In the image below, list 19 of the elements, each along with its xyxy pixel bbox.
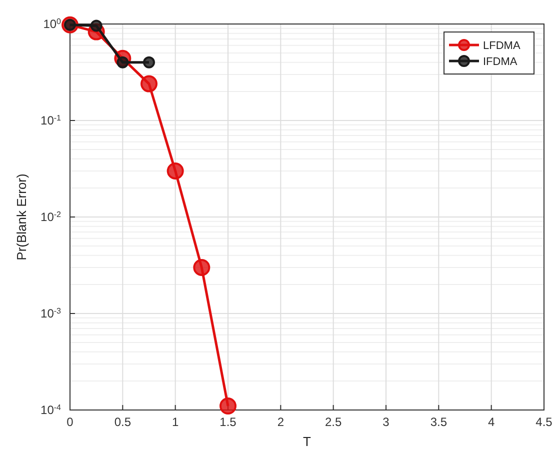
x-tick-label: 4: [488, 415, 495, 429]
x-axis-title: T: [303, 434, 312, 449]
x-tick-label: 1.5: [220, 415, 237, 429]
x-tick-label: 0.5: [114, 415, 132, 429]
legend-label: IFDMA: [483, 56, 518, 68]
x-tick-label: 2.5: [324, 415, 342, 429]
x-tick-label: 2: [277, 415, 284, 429]
x-tick-label: 4.5: [536, 415, 553, 429]
y-tick-label: 10$^{0}$: [43, 16, 62, 31]
x-tick-label: 1: [172, 415, 179, 429]
x-tick-label: 3: [382, 415, 390, 429]
y-axis-title: Pr(Blank Error): [14, 174, 29, 260]
y-tick-label: 10$^{-2}$: [40, 210, 62, 224]
x-tick-label: 3.5: [430, 415, 448, 429]
y-tick-label: 10$^{-1}$: [40, 113, 62, 128]
y-tick-label: 10$^{-4}$: [40, 402, 62, 417]
y-tick-label: 10$^{-3}$: [40, 306, 62, 320]
legend-label: LFDMA: [483, 40, 521, 52]
x-tick-label: 0: [66, 415, 74, 429]
